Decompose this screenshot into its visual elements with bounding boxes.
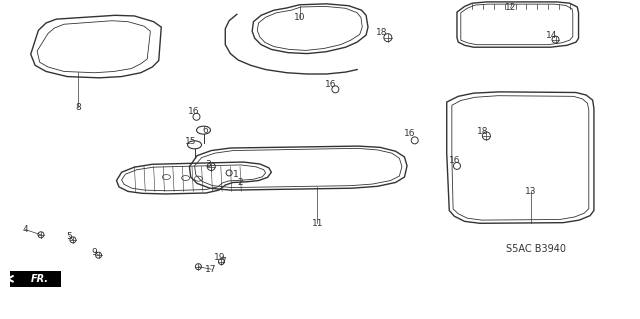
FancyBboxPatch shape xyxy=(10,271,61,287)
Text: 6: 6 xyxy=(202,126,207,135)
Text: 16: 16 xyxy=(404,130,415,138)
Text: 1: 1 xyxy=(233,170,238,179)
Text: 5: 5 xyxy=(67,232,72,241)
Text: 12: 12 xyxy=(505,4,516,12)
Text: S5AC B3940: S5AC B3940 xyxy=(506,244,566,254)
Text: 13: 13 xyxy=(525,187,537,196)
Text: 19: 19 xyxy=(214,253,226,262)
Text: 9: 9 xyxy=(92,248,97,256)
Text: 11: 11 xyxy=(312,219,323,228)
Text: 15: 15 xyxy=(185,137,196,146)
Text: 17: 17 xyxy=(205,265,217,274)
Text: 3: 3 xyxy=(206,160,211,169)
Text: 16: 16 xyxy=(324,80,336,89)
Text: 2: 2 xyxy=(238,178,243,187)
Text: 10: 10 xyxy=(294,13,305,22)
Text: 18: 18 xyxy=(376,28,387,37)
Text: 8: 8 xyxy=(76,103,81,112)
Text: FR.: FR. xyxy=(31,274,49,284)
Text: 16: 16 xyxy=(449,156,460,165)
Text: 16: 16 xyxy=(188,107,199,116)
Text: 14: 14 xyxy=(546,31,557,40)
Text: 7: 7 xyxy=(220,257,225,266)
Text: 18: 18 xyxy=(477,127,488,136)
Text: 4: 4 xyxy=(23,225,28,234)
